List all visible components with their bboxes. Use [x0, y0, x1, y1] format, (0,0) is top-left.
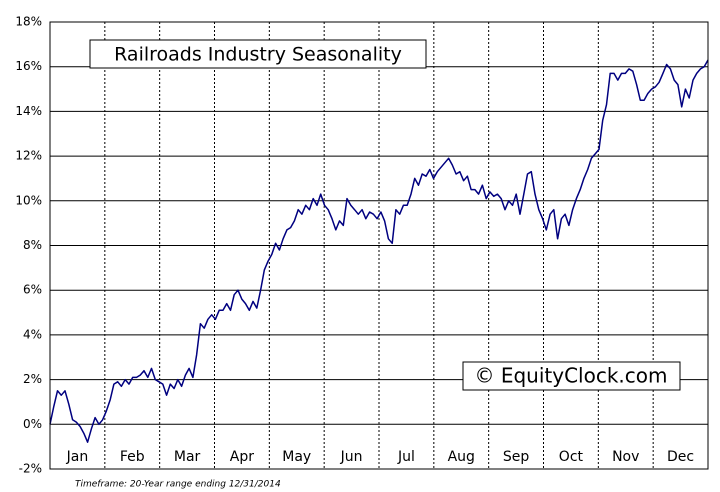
x-tick-label: Apr: [230, 449, 254, 465]
x-tick-label: Sep: [503, 449, 530, 465]
y-tick-label: 4%: [23, 327, 42, 341]
chart-title: Railroads Industry Seasonality: [114, 44, 402, 66]
y-tick-label: 10%: [15, 193, 42, 207]
x-tick-label: Jun: [340, 449, 363, 465]
title-box: [89, 39, 427, 69]
plot-frame: [49, 21, 709, 470]
y-tick-label: 6%: [23, 283, 42, 297]
y-tick-label: 12%: [15, 149, 42, 163]
y-tick-label: -2%: [19, 462, 42, 476]
x-tick-label: Jan: [66, 449, 89, 465]
x-tick-label: Oct: [559, 449, 584, 465]
x-tick-label: Dec: [667, 449, 694, 465]
y-tick-label: 2%: [23, 372, 42, 386]
x-tick-label: Aug: [448, 449, 475, 465]
watermark-box: [462, 361, 681, 391]
y-tick-label: 14%: [15, 104, 42, 118]
x-tick-label: Jul: [397, 449, 415, 465]
y-tick-label: 8%: [23, 238, 42, 252]
x-tick-label: May: [282, 449, 311, 465]
x-tick-label: Nov: [612, 449, 639, 465]
x-tick-label: Feb: [120, 449, 145, 465]
y-tick-label: 18%: [15, 15, 42, 29]
y-tick-label: 16%: [15, 59, 42, 73]
series-line: [49, 59, 709, 443]
y-tick-label: 0%: [23, 417, 42, 431]
watermark: © EquityClock.com: [474, 364, 667, 388]
footer: Timeframe: 20-Year range ending 12/31/20…: [75, 480, 281, 490]
x-tick-label: Mar: [174, 449, 201, 465]
